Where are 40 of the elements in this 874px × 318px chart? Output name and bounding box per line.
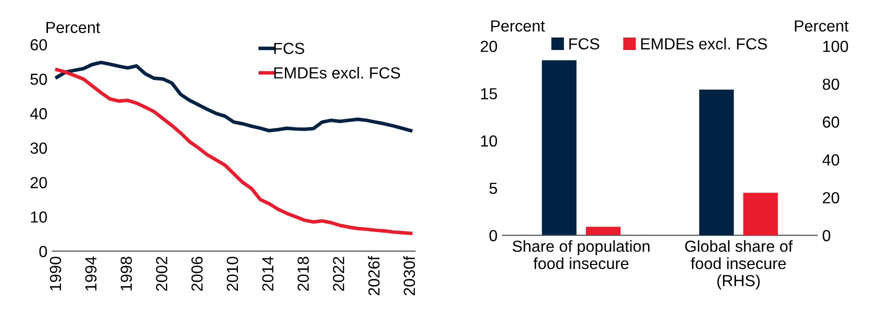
x-tick-label: 1998 — [120, 256, 132, 290]
y2-tick-label: 0 — [822, 230, 830, 242]
y-tick-label: 10 — [481, 135, 498, 147]
y-tick-label: 40 — [30, 108, 47, 120]
y-tick-label: 50 — [30, 74, 47, 85]
y-tick-label: 15 — [481, 88, 498, 100]
y-tick-label: 20 — [30, 176, 47, 188]
x-tick-label: 2006 — [191, 256, 203, 291]
y-axis-title: Percent — [46, 22, 100, 34]
y-tick-label: 0 — [39, 246, 47, 258]
line-series — [55, 60, 412, 132]
y-tick-label: 0 — [489, 230, 498, 242]
y-tick-label: 30 — [30, 142, 47, 154]
x-tick-label: 1990 — [50, 256, 62, 290]
y2-tick-label: 20 — [822, 192, 840, 204]
y2-tick-label: 60 — [822, 116, 840, 128]
y2-tick-label: 100 — [823, 40, 848, 52]
y-axis-title: Percent — [491, 20, 545, 32]
legend-label: EMDEs excl. FCS — [274, 66, 400, 79]
y-tick-label: 20 — [480, 40, 498, 52]
x-tick-label: 2010 — [226, 256, 238, 291]
y-tick-label: 5 — [489, 182, 498, 194]
y-tick-label: 10 — [31, 211, 47, 223]
x-tick-label: Global share of food insecure (RHS) — [685, 240, 793, 290]
x-tick-label: 2018 — [298, 256, 309, 291]
x-tick-label: 2022 — [332, 256, 344, 291]
x-tick-label: 1994 — [85, 256, 97, 290]
y-tick-label: 60 — [30, 39, 47, 50]
x-tick-label: 2002 — [156, 256, 168, 291]
legend-label: FCS — [274, 42, 304, 54]
x-tick-label: 2014 — [262, 256, 274, 291]
y2-tick-label: 40 — [822, 154, 840, 166]
y2-axis-title: Percent — [794, 20, 849, 32]
legend-label: FCS — [569, 38, 600, 50]
x-tick-label: 2026f — [368, 256, 380, 296]
y2-tick-label: 80 — [822, 78, 840, 90]
x-tick-label: Share of population food insecure — [512, 240, 650, 270]
x-tick-label: 2030f — [403, 256, 416, 296]
legend-label: EMDEs excl. FCS — [641, 38, 767, 50]
line-series — [55, 68, 412, 236]
